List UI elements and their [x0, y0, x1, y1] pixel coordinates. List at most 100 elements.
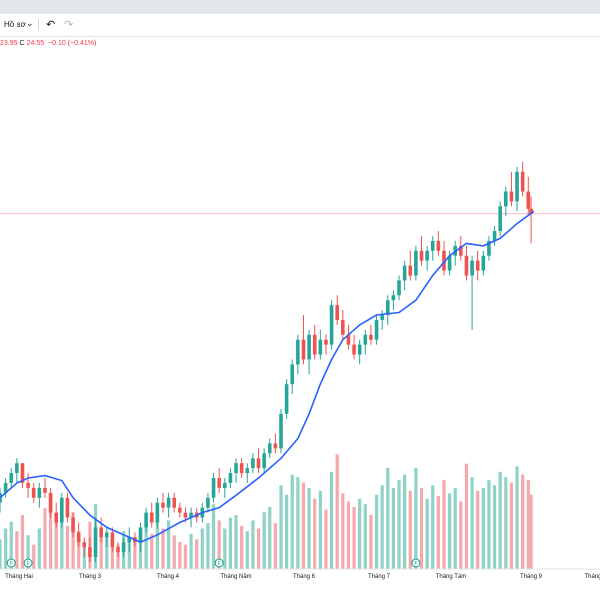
time-axis-label: Tháng 9 [520, 574, 543, 580]
volume-bar [408, 490, 412, 569]
volume-bar [48, 494, 53, 569]
candle-body [492, 231, 497, 241]
candle [296, 334, 300, 375]
candle-body [459, 245, 463, 256]
volume-bar [54, 517, 58, 569]
volume-bar [448, 493, 452, 569]
volume-bar [172, 535, 176, 569]
candle-body [178, 507, 182, 513]
candle [391, 290, 396, 311]
profile-label[interactable]: Hồ sơ [4, 20, 26, 29]
candle-body [397, 280, 401, 296]
candle-body [149, 512, 154, 523]
candle-body [318, 339, 323, 355]
candle [475, 250, 480, 281]
event-marker-circle [214, 558, 224, 568]
candle [65, 492, 70, 523]
redo-icon[interactable]: ↷ [64, 19, 74, 31]
volume-bar [228, 517, 233, 569]
volume-bar [105, 535, 109, 569]
candle [155, 497, 160, 528]
volume-bar [268, 506, 272, 569]
event-marker-label: F [414, 561, 417, 567]
candle-body [183, 512, 188, 518]
candle-body [374, 319, 379, 340]
candle-body [341, 319, 345, 335]
candle-body [71, 517, 75, 533]
candle-body [3, 482, 8, 493]
candle [487, 235, 491, 261]
volume-bar [301, 482, 306, 569]
undo-icon[interactable]: ↶ [46, 19, 56, 31]
candle [211, 473, 216, 503]
volume-bar [391, 488, 395, 569]
volume-bar [26, 535, 30, 569]
candle-body [99, 527, 103, 538]
volume-bar [4, 528, 8, 569]
volume-bar [442, 479, 446, 569]
candle-body [290, 364, 295, 385]
candle [127, 527, 132, 553]
candle-body [529, 208, 533, 214]
event-marker-label: F [27, 561, 30, 567]
volume-bar [234, 515, 238, 569]
volume-bar [464, 463, 469, 569]
volume-bar [71, 512, 75, 569]
candle [504, 186, 508, 217]
volume-bar [0, 539, 2, 569]
candle-body [279, 413, 283, 449]
volume-bar [99, 528, 103, 569]
volume-bar [155, 512, 159, 569]
candle-body [284, 384, 289, 414]
candle [3, 478, 8, 498]
candle [166, 492, 171, 518]
candle-body [217, 478, 221, 488]
volume-bar [262, 512, 266, 569]
candle-body [88, 547, 92, 558]
time-axis[interactable]: Tháng Hai Tháng 3 Tháng 4 Tháng Năm Tháng 6 T… [5, 574, 600, 580]
candle-body [385, 300, 390, 316]
candle-body [301, 339, 306, 360]
candle-body [498, 206, 502, 232]
ohlc-close-prefix: C [19, 40, 25, 47]
ohlc-change-value: −0.10 (−0.41%) [48, 40, 97, 47]
volume-bar [498, 471, 502, 569]
volume-bar [504, 477, 508, 569]
volume-bar [397, 479, 401, 569]
candle [290, 359, 295, 395]
candle-body [470, 260, 474, 276]
volume-bar [335, 454, 339, 569]
candle [20, 463, 25, 488]
volume-bar [453, 488, 457, 569]
candle [341, 310, 345, 340]
volume-bar [380, 485, 384, 569]
volume-bar [223, 528, 227, 569]
event-marker-circle [23, 558, 33, 568]
volume-bar [20, 515, 25, 569]
candle [515, 166, 519, 212]
ohlc-legend: 23.95 C 24.55 −0.10 (−0.41%) [0, 40, 98, 47]
candle-body [76, 532, 81, 543]
time-axis-label: Tháng Năm [220, 574, 251, 580]
volume-bar [273, 523, 277, 569]
candle-body [20, 463, 25, 483]
candle-body [425, 250, 429, 261]
time-axis-label: Tháng 4 [157, 574, 180, 580]
volume-bar [436, 496, 440, 569]
candle [380, 310, 384, 330]
volume-bar [32, 544, 36, 569]
candle [526, 176, 531, 217]
toolbar-divider [38, 19, 39, 31]
candle-body [329, 305, 334, 345]
candle-body [54, 512, 58, 523]
volume-bar [329, 471, 334, 569]
candle [239, 458, 244, 479]
volume-bar [363, 504, 367, 569]
chevron-down-icon[interactable]: ⌄ [26, 18, 34, 28]
candle [110, 527, 115, 553]
candle-body [402, 265, 407, 281]
candle [121, 537, 126, 558]
candle-body [121, 542, 126, 553]
candle-body [37, 487, 42, 498]
